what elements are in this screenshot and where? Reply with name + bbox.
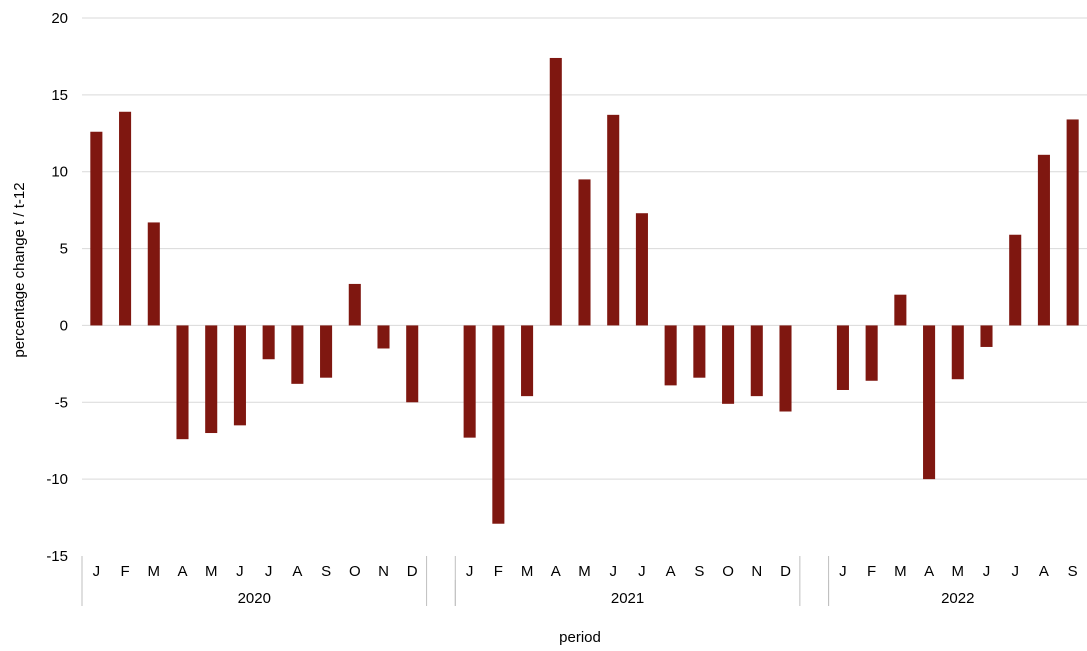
bar bbox=[233, 325, 246, 426]
x-tick-label: M bbox=[578, 563, 591, 580]
x-tick-label: J bbox=[1011, 563, 1019, 580]
group-label: 2021 bbox=[611, 590, 644, 607]
bars bbox=[90, 57, 1079, 524]
y-tick-label: 15 bbox=[51, 87, 68, 104]
y-tick-label: -10 bbox=[46, 471, 68, 488]
bar bbox=[923, 325, 936, 480]
x-tick-label: S bbox=[321, 563, 331, 580]
bar bbox=[607, 114, 620, 326]
bar bbox=[147, 222, 160, 326]
x-tick-label: J bbox=[609, 563, 617, 580]
bar bbox=[205, 325, 218, 434]
y-axis-label: percentage change t / t-12 bbox=[11, 182, 28, 357]
x-tick-label: M bbox=[205, 563, 218, 580]
x-tick-label: S bbox=[694, 563, 704, 580]
x-tick-label: O bbox=[722, 563, 734, 580]
bar bbox=[90, 131, 103, 326]
x-tick-label: D bbox=[407, 563, 418, 580]
bar bbox=[348, 283, 361, 326]
y-tick-labels: -15 -10 -5 0 5 10 15 20 bbox=[46, 10, 68, 565]
x-tick-label: A bbox=[1039, 563, 1049, 580]
x-tick-label: S bbox=[1068, 563, 1078, 580]
bar bbox=[951, 325, 964, 380]
x-tick-label: F bbox=[494, 563, 503, 580]
bar bbox=[1066, 119, 1079, 326]
bar bbox=[492, 325, 505, 524]
bar bbox=[119, 111, 132, 326]
x-tick-label: F bbox=[867, 563, 876, 580]
x-tick-label: A bbox=[924, 563, 934, 580]
x-tick-label: A bbox=[666, 563, 676, 580]
bar bbox=[320, 325, 333, 378]
bar bbox=[377, 325, 390, 349]
x-tick-label: J bbox=[983, 563, 991, 580]
bar bbox=[463, 325, 476, 438]
bar bbox=[291, 325, 304, 384]
bar bbox=[894, 294, 907, 326]
x-tick-label: N bbox=[378, 563, 389, 580]
y-tick-label: 5 bbox=[60, 241, 68, 258]
y-tick-label: 20 bbox=[51, 10, 68, 27]
group-label: 2020 bbox=[238, 590, 271, 607]
bar bbox=[635, 213, 648, 326]
x-tick-label: A bbox=[292, 563, 302, 580]
x-tick-label: M bbox=[952, 563, 965, 580]
bar bbox=[836, 325, 849, 390]
x-tick-label: J bbox=[466, 563, 474, 580]
x-axis-label: period bbox=[559, 629, 601, 646]
x-tick-label: F bbox=[120, 563, 129, 580]
bar bbox=[779, 325, 792, 412]
x-tick-label: M bbox=[148, 563, 161, 580]
bar bbox=[865, 325, 878, 381]
bar bbox=[980, 325, 993, 347]
x-tick-label: N bbox=[751, 563, 762, 580]
y-tick-label: -15 bbox=[46, 548, 68, 565]
bar bbox=[1037, 154, 1050, 326]
x-tick-label: M bbox=[894, 563, 907, 580]
x-tick-label: J bbox=[839, 563, 847, 580]
bar bbox=[176, 325, 189, 440]
y-tick-label: -5 bbox=[55, 394, 68, 411]
x-tick-label: J bbox=[638, 563, 646, 580]
y-tick-label: 0 bbox=[60, 317, 68, 334]
y-tick-label: 10 bbox=[51, 164, 68, 181]
x-tick-label: A bbox=[177, 563, 187, 580]
x-tick-label: A bbox=[551, 563, 561, 580]
x-tick-label: O bbox=[349, 563, 361, 580]
bar bbox=[750, 325, 763, 397]
bar bbox=[664, 325, 677, 386]
group-label: 2022 bbox=[941, 590, 974, 607]
bar bbox=[1009, 234, 1022, 326]
bar bbox=[578, 179, 591, 326]
x-tick-label: D bbox=[780, 563, 791, 580]
x-tick-label: J bbox=[93, 563, 101, 580]
bar bbox=[406, 325, 419, 403]
bar bbox=[722, 325, 735, 404]
bar bbox=[549, 57, 562, 326]
bar bbox=[521, 325, 534, 397]
x-tick-label: M bbox=[521, 563, 534, 580]
x-tick-label: J bbox=[236, 563, 244, 580]
x-tick-label: J bbox=[265, 563, 273, 580]
bar bbox=[262, 325, 275, 360]
bar bbox=[693, 325, 706, 378]
